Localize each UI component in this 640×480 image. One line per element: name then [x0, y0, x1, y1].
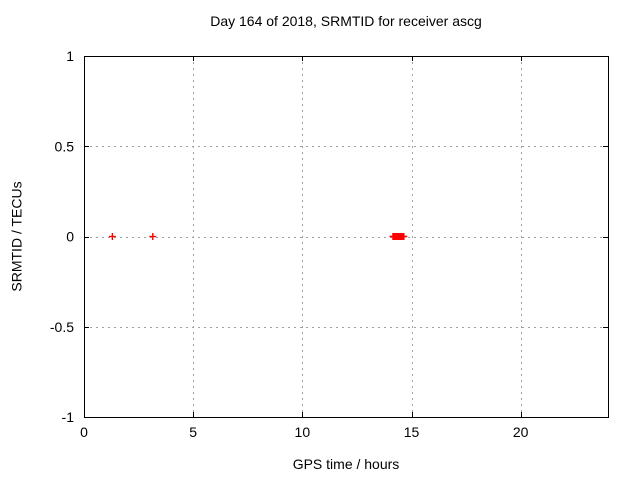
svg-text:5: 5 — [189, 424, 197, 440]
svg-text:-1: -1 — [62, 409, 75, 425]
svg-text:0: 0 — [66, 229, 74, 245]
svg-text:15: 15 — [404, 424, 420, 440]
y-tick-labels: -1 -0.5 0 0.5 1 — [50, 48, 74, 425]
svg-text:20: 20 — [513, 424, 529, 440]
svg-text:0: 0 — [80, 424, 88, 440]
x-tick-labels: 0 5 10 15 20 — [80, 424, 529, 440]
svg-text:1: 1 — [66, 48, 74, 64]
svg-text:10: 10 — [295, 424, 311, 440]
chart-title: Day 164 of 2018, SRMTID for receiver asc… — [210, 13, 482, 29]
data-markers — [108, 233, 408, 240]
svg-text:0.5: 0.5 — [55, 138, 75, 154]
tick-marks — [84, 56, 608, 418]
svg-text:-0.5: -0.5 — [50, 319, 74, 335]
gridlines — [84, 56, 608, 417]
x-axis-label: GPS time / hours — [292, 456, 400, 472]
